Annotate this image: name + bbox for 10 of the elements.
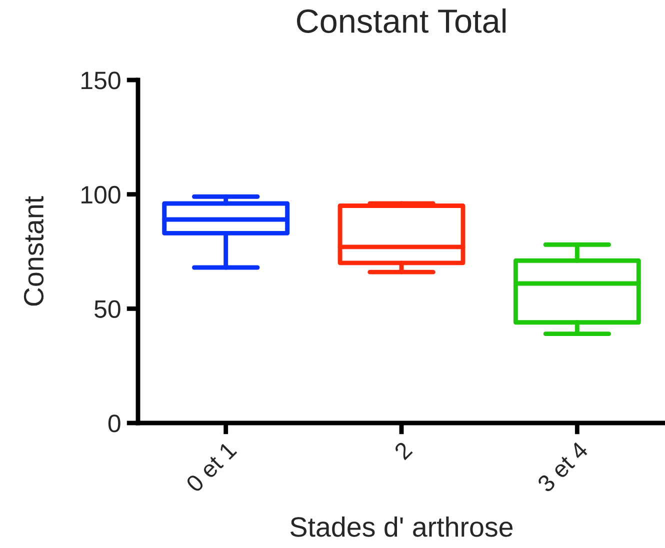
- chart-title: Constant Total: [296, 8, 506, 33]
- y-tick-label: 50: [94, 300, 120, 318]
- x-tick-label: 2: [393, 440, 413, 460]
- y-tick-label: 0: [108, 414, 120, 432]
- x-tick-label: 3 et 4: [536, 440, 589, 494]
- x-axis-title: Stades d' arthrose: [290, 516, 513, 537]
- y-axis-title: Constant: [24, 196, 44, 306]
- y-tick-label: 100: [82, 186, 120, 204]
- y-tick-label: 150: [82, 72, 120, 90]
- x-tick-label: 0 et 1: [185, 440, 238, 494]
